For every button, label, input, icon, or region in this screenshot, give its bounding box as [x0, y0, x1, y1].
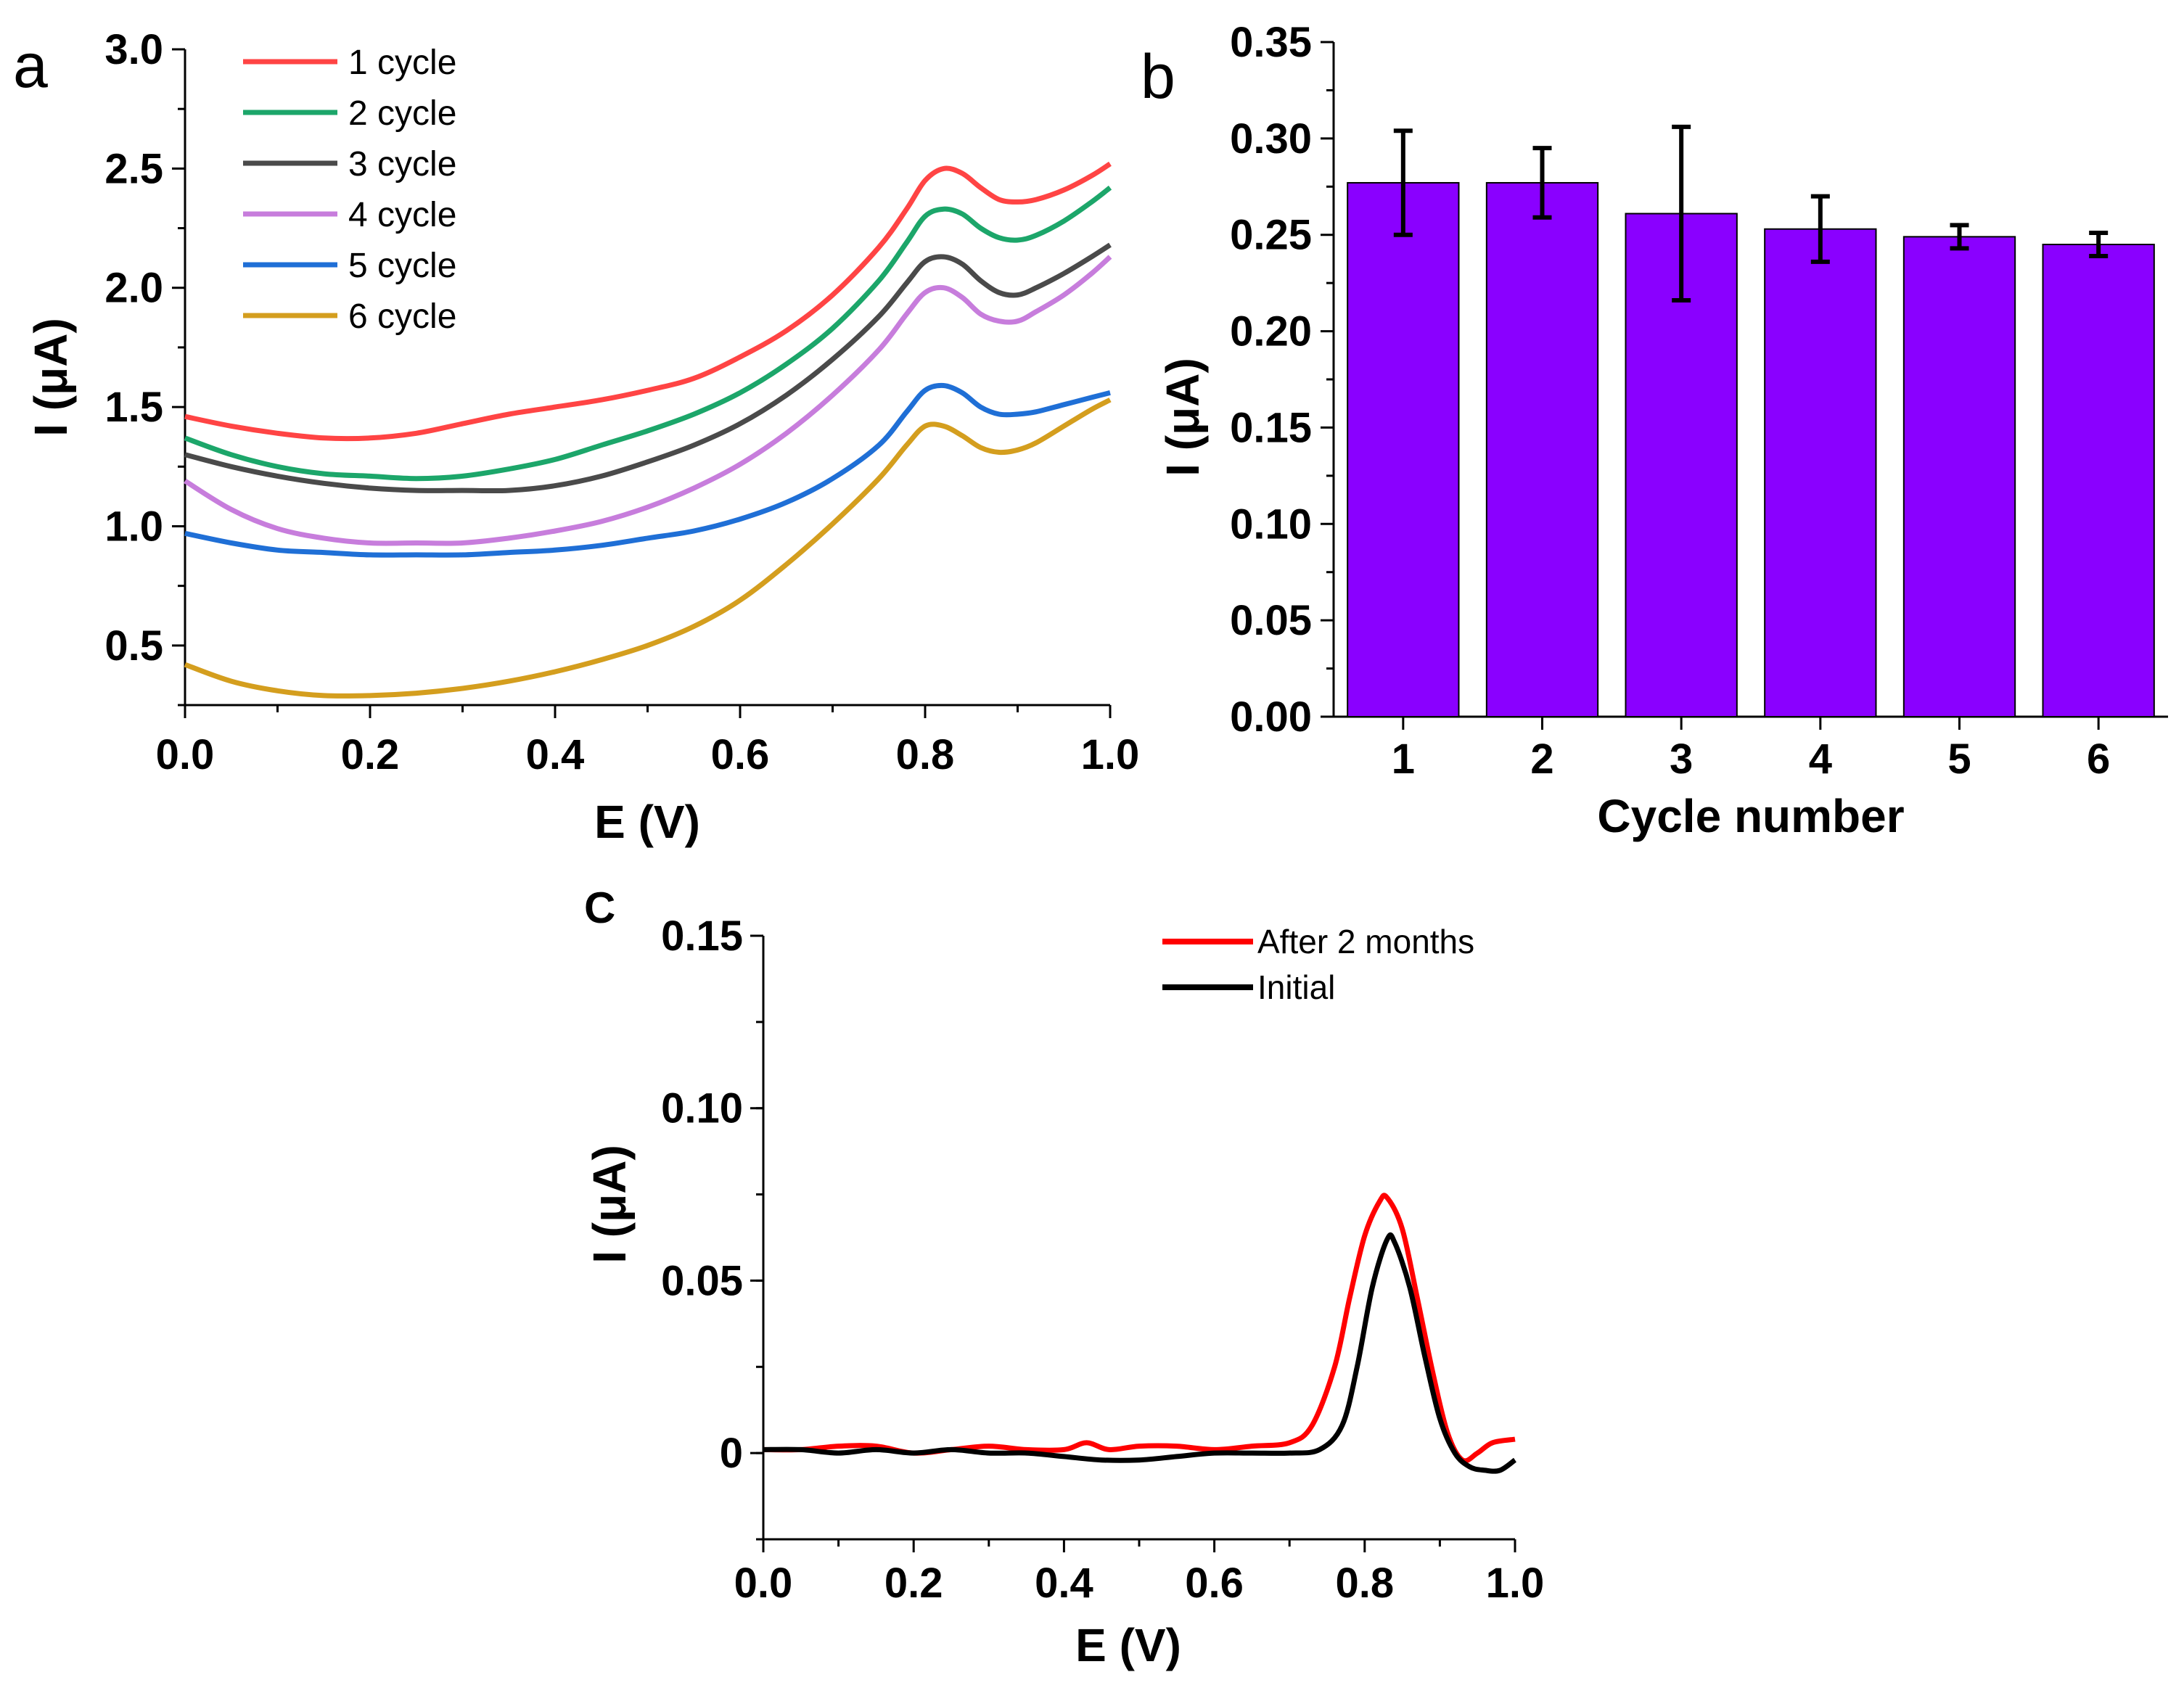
panel-a-series-line-5 [184, 382, 1111, 558]
panel-b-xlabel: Cycle number [1597, 790, 1904, 842]
panel-a-legend-label: 4 cycle [348, 196, 456, 234]
panel-label-c: C [584, 884, 615, 932]
panel-b-bar-4 [1764, 228, 1877, 717]
panel-b-bar-2 [1485, 181, 1599, 717]
panel-a-legend-label: 3 cycle [348, 145, 456, 184]
panel-c-ytick-label: 0.05 [661, 1257, 743, 1304]
panel-b-xtick-label: 1 [1392, 736, 1415, 783]
panel-a-xtick-label: 1.0 [1081, 731, 1140, 778]
panel-c-ytick-label: 0 [720, 1430, 743, 1477]
panel-c-xtick-label: 0.0 [734, 1560, 793, 1607]
panel-a-ytick-label: 2.0 [104, 265, 163, 312]
panel-c: C 0 0.05 0.10 0.15 0.0 0.2 0.4 0.6 0.8 1.0 After… [583, 884, 1544, 1671]
panel-c-ylabel: I (μA) [583, 1145, 636, 1264]
panel-a-ytick-label: 1.5 [104, 384, 163, 431]
panel-c-xtick-label: 0.2 [884, 1560, 943, 1607]
panel-label-b: b [1141, 42, 1175, 112]
panel-b-bar-1 [1347, 181, 1460, 717]
panel-c-xtick-label: 0.8 [1335, 1560, 1394, 1607]
panel-a-xtick-label: 0.0 [156, 731, 215, 778]
panel-a-axes [184, 49, 1110, 707]
panel-b-xtick-label: 5 [1947, 736, 1971, 783]
panel-c-ytick-label: 0.10 [661, 1085, 743, 1132]
panel-label-a: a [13, 31, 48, 101]
panel-a-xlabel: E (V) [594, 796, 700, 848]
panel-c-xlabel: E (V) [1075, 1619, 1181, 1671]
panel-c-xtick-label: 0.6 [1185, 1560, 1244, 1607]
panel-a-xtick-label: 0.8 [896, 731, 955, 778]
panel-a: a 0.51.01.52.02.53.0 0.0 0.2 0.4 0.6 0.8 1.0 … [13, 26, 1139, 848]
panel-a-series-line-6 [184, 398, 1112, 699]
panel-b-xtick-label: 3 [1670, 736, 1693, 783]
panel-b-ytick-label: 0.35 [1230, 19, 1312, 66]
panel-c-ytick-label: 0.15 [661, 913, 743, 960]
panel-a-legend-label: 6 cycle [348, 297, 456, 336]
panel-c-series-line-2 [763, 1232, 1517, 1474]
panel-a-ytick-label: 1.0 [104, 503, 163, 550]
panel-b-ytick-label: 0.05 [1230, 597, 1312, 644]
panel-b-ytick-label: 0.20 [1230, 308, 1312, 355]
panel-a-legend-label: 1 cycle [348, 44, 456, 82]
panel-a-series-line-4 [184, 255, 1112, 546]
panel-c-series-line-1 [763, 1193, 1516, 1464]
panel-b-ytick-label: 0.30 [1230, 115, 1312, 162]
panel-a-legend-label: 5 cycle [348, 247, 456, 285]
panel-b-ytick-label: 0.00 [1230, 693, 1312, 741]
panel-b-bar-5 [1902, 236, 2016, 718]
panel-a-ytick-label: 2.5 [104, 145, 163, 192]
panel-b-ytick-label: 0.15 [1230, 404, 1312, 451]
panel-a-ytick-label: 0.5 [104, 622, 163, 670]
panel-b: b 0.00 0.05 0.10 0.15 0.20 0.25 0.30 0.35 1 2 3 4 5… [1141, 19, 2168, 842]
panel-a-xtick-label: 0.4 [526, 731, 585, 778]
panel-b-ytick-label: 0.25 [1230, 212, 1312, 259]
panel-a-series-line-2 [184, 185, 1112, 482]
panel-b-ylabel: I (μA) [1157, 358, 1209, 477]
panel-a-xtick-label: 0.2 [341, 731, 400, 778]
panel-c-xtick-label: 0.4 [1035, 1560, 1093, 1607]
panel-a-series-line-1 [184, 161, 1112, 442]
panel-a-ytick-label: 3.0 [104, 26, 163, 73]
panel-a-series-line-3 [184, 242, 1112, 494]
panel-b-bar-6 [2042, 244, 2155, 717]
panel-b-xtick-label: 4 [1809, 736, 1832, 783]
panel-b-xtick-label: 6 [2087, 736, 2110, 783]
panel-a-ylabel: I (μA) [25, 318, 77, 437]
panel-a-xtick-label: 0.6 [711, 731, 770, 778]
panel-c-legend-label: Initial [1257, 968, 1335, 1006]
panel-b-xtick-label: 2 [1530, 736, 1553, 783]
panel-b-ytick-label: 0.10 [1230, 501, 1312, 548]
panel-a-legend-label: 2 cycle [348, 94, 456, 133]
panel-c-xtick-label: 1.0 [1486, 1560, 1545, 1607]
panel-c-legend-label: After 2 months [1257, 923, 1474, 960]
